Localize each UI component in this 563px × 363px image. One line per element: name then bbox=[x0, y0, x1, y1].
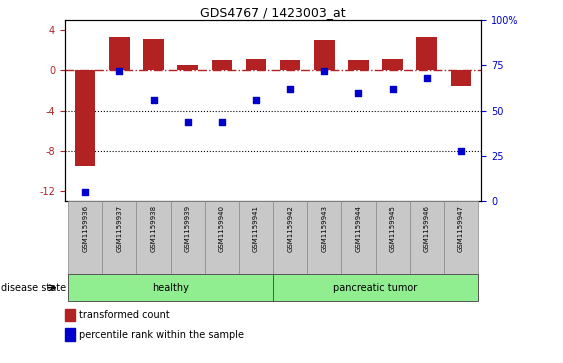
Bar bbox=[75, 70, 96, 166]
Point bbox=[217, 119, 226, 125]
Bar bbox=[239, 201, 273, 274]
Bar bbox=[245, 59, 266, 70]
Bar bbox=[65, 309, 75, 321]
Bar bbox=[65, 329, 75, 340]
Bar bbox=[136, 201, 171, 274]
Bar bbox=[444, 201, 478, 274]
Point bbox=[81, 189, 90, 195]
Bar bbox=[144, 39, 164, 70]
Bar bbox=[177, 65, 198, 70]
Bar bbox=[417, 37, 437, 70]
Bar bbox=[348, 60, 369, 70]
Text: GSM1159942: GSM1159942 bbox=[287, 205, 293, 252]
Bar bbox=[376, 201, 410, 274]
Text: GSM1159943: GSM1159943 bbox=[321, 205, 327, 252]
Text: pancreatic tumor: pancreatic tumor bbox=[333, 283, 418, 293]
Point bbox=[252, 97, 261, 103]
Text: GSM1159938: GSM1159938 bbox=[150, 205, 157, 252]
Point bbox=[354, 90, 363, 95]
Bar bbox=[410, 201, 444, 274]
Text: GSM1159939: GSM1159939 bbox=[185, 205, 191, 252]
Bar bbox=[273, 274, 478, 301]
Text: healthy: healthy bbox=[152, 283, 189, 293]
Point bbox=[320, 68, 329, 74]
Bar bbox=[341, 201, 376, 274]
Point bbox=[115, 68, 124, 74]
Bar bbox=[68, 274, 273, 301]
Bar bbox=[102, 201, 136, 274]
Text: GSM1159946: GSM1159946 bbox=[424, 205, 430, 252]
Bar bbox=[307, 201, 341, 274]
Text: GSM1159945: GSM1159945 bbox=[390, 205, 396, 252]
Point bbox=[183, 119, 192, 125]
Text: percentile rank within the sample: percentile rank within the sample bbox=[79, 330, 244, 339]
Text: GSM1159940: GSM1159940 bbox=[219, 205, 225, 252]
Bar bbox=[171, 201, 205, 274]
Bar bbox=[280, 60, 301, 70]
Point bbox=[388, 86, 397, 92]
Text: GSM1159937: GSM1159937 bbox=[117, 205, 122, 252]
Bar bbox=[273, 201, 307, 274]
Text: GSM1159936: GSM1159936 bbox=[82, 205, 88, 252]
Bar bbox=[314, 40, 334, 70]
Text: transformed count: transformed count bbox=[79, 310, 170, 320]
Text: GSM1159941: GSM1159941 bbox=[253, 205, 259, 252]
Point bbox=[422, 75, 431, 81]
Bar bbox=[382, 59, 403, 70]
Point bbox=[149, 97, 158, 103]
Bar bbox=[109, 37, 129, 70]
Text: GSM1159947: GSM1159947 bbox=[458, 205, 464, 252]
Bar bbox=[450, 70, 471, 86]
Title: GDS4767 / 1423003_at: GDS4767 / 1423003_at bbox=[200, 6, 346, 19]
Text: GSM1159944: GSM1159944 bbox=[355, 205, 361, 252]
Text: disease state: disease state bbox=[1, 283, 66, 293]
Bar bbox=[205, 201, 239, 274]
Bar bbox=[68, 201, 102, 274]
Bar bbox=[212, 60, 232, 70]
Point bbox=[285, 86, 294, 92]
Point bbox=[457, 148, 466, 154]
